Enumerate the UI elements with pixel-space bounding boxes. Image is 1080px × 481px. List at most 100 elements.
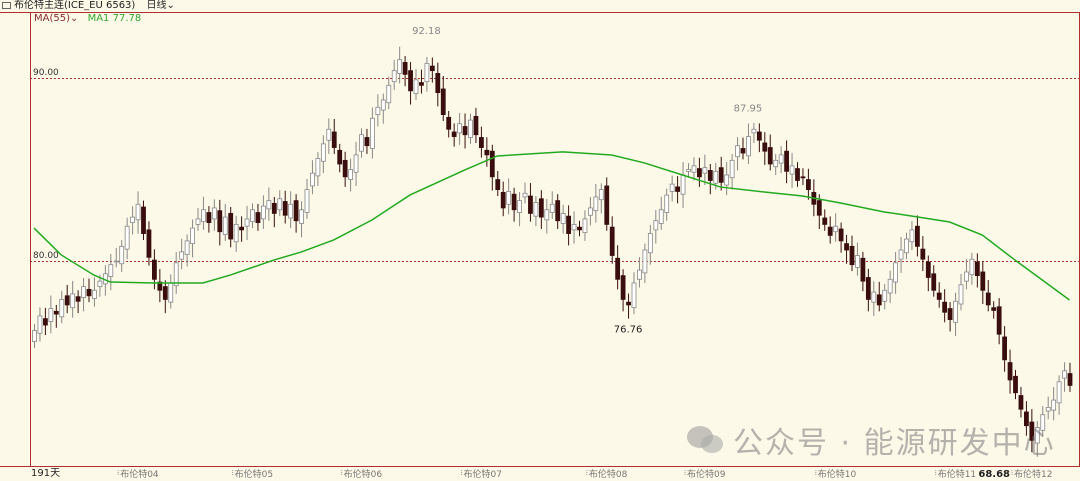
candle — [375, 94, 381, 127]
y-tick-label: 90.00 — [33, 68, 59, 78]
candle — [609, 216, 615, 264]
candle-body — [386, 84, 392, 104]
candle — [75, 290, 81, 314]
watermark: 公众号 · 能源研发中心 — [685, 418, 1056, 462]
candle — [985, 280, 991, 312]
collapse-icon[interactable] — [2, 1, 11, 9]
candle — [942, 289, 948, 323]
candle — [201, 196, 206, 230]
candle — [190, 219, 195, 258]
candle-body — [691, 165, 697, 173]
candle — [244, 205, 250, 240]
candle-body — [511, 193, 517, 211]
candle — [146, 221, 152, 266]
chevron-down-icon: ⌄ — [166, 0, 175, 11]
candle — [70, 280, 76, 318]
candle — [637, 257, 642, 288]
candle — [1034, 421, 1040, 457]
candle-body — [315, 158, 321, 177]
ma-value: 77.78 — [112, 13, 142, 24]
candle-body — [991, 307, 997, 311]
candle — [369, 107, 375, 159]
candle — [871, 281, 877, 316]
candle — [642, 243, 648, 283]
candle-body — [495, 179, 501, 191]
chart-header: 布伦特主连(ICE_EU 6563) 日线⌄ — [0, 0, 1080, 12]
candle-body — [440, 88, 446, 116]
candle-body — [729, 159, 735, 179]
candle — [353, 141, 359, 186]
candle-body — [604, 185, 610, 225]
ma-readout: MA1 77.78 — [88, 13, 142, 24]
candle — [904, 232, 909, 260]
period-selector[interactable]: 日线⌄ — [147, 0, 175, 11]
indicator-selector[interactable]: MA(55)⌄ — [34, 13, 79, 24]
indicator-legend: MA(55)⌄ MA1 77.78 — [34, 13, 141, 25]
candle — [271, 196, 277, 228]
candle-body — [244, 218, 250, 227]
candle — [211, 199, 217, 231]
candle-body — [767, 147, 773, 165]
y-tick-label: 80.00 — [33, 251, 59, 261]
candle — [1024, 401, 1029, 436]
candle — [1067, 362, 1073, 392]
candle — [729, 153, 735, 190]
candle-body — [969, 258, 975, 276]
candle — [331, 118, 337, 154]
candle-body — [462, 126, 468, 136]
candle-body — [865, 277, 871, 300]
price-annotation: 76.76 — [614, 324, 643, 335]
candle — [838, 222, 844, 253]
x-tick-label: 布伦特05 — [235, 468, 273, 480]
candle — [882, 283, 888, 310]
candle — [865, 268, 871, 312]
candle-body — [855, 255, 860, 268]
watermark-text: 公众号 · 能源研发中心 — [733, 426, 1056, 461]
candle-body — [141, 206, 146, 234]
candle-body — [168, 282, 174, 303]
candle-body — [593, 196, 599, 212]
candle — [549, 191, 555, 219]
candle-body — [762, 142, 768, 152]
candle-body — [288, 203, 294, 219]
candle — [789, 152, 795, 188]
candle — [953, 292, 958, 337]
candle-body — [1034, 427, 1040, 444]
candle-body — [773, 159, 779, 168]
candle — [495, 170, 501, 197]
candle — [48, 295, 54, 334]
ma55-line — [33, 151, 1070, 301]
candle — [195, 208, 201, 231]
candle — [555, 194, 561, 229]
candle-body — [299, 209, 304, 224]
candle — [108, 253, 114, 291]
candle-body — [680, 174, 686, 195]
candle-body — [806, 179, 811, 191]
candle — [32, 324, 37, 348]
candle — [844, 235, 849, 264]
candle — [669, 175, 675, 202]
candle — [92, 277, 97, 307]
candle-body — [544, 209, 550, 221]
candle-body — [778, 154, 784, 164]
candle — [413, 69, 419, 100]
candle — [435, 62, 441, 107]
candle — [320, 135, 326, 174]
candle-body — [1018, 395, 1024, 410]
candle — [511, 187, 517, 222]
candle — [925, 255, 931, 292]
wechat-icon — [687, 426, 723, 453]
candle-body — [985, 292, 991, 306]
candle — [746, 123, 751, 165]
candle-body — [849, 245, 855, 266]
candle-body — [844, 243, 849, 251]
candle — [735, 137, 740, 171]
candle — [806, 168, 811, 200]
candle — [506, 178, 512, 215]
candle-body — [37, 315, 43, 334]
candle-body — [909, 229, 915, 243]
candle-body — [1024, 411, 1029, 427]
candle — [566, 205, 571, 246]
candle-body — [179, 251, 185, 260]
